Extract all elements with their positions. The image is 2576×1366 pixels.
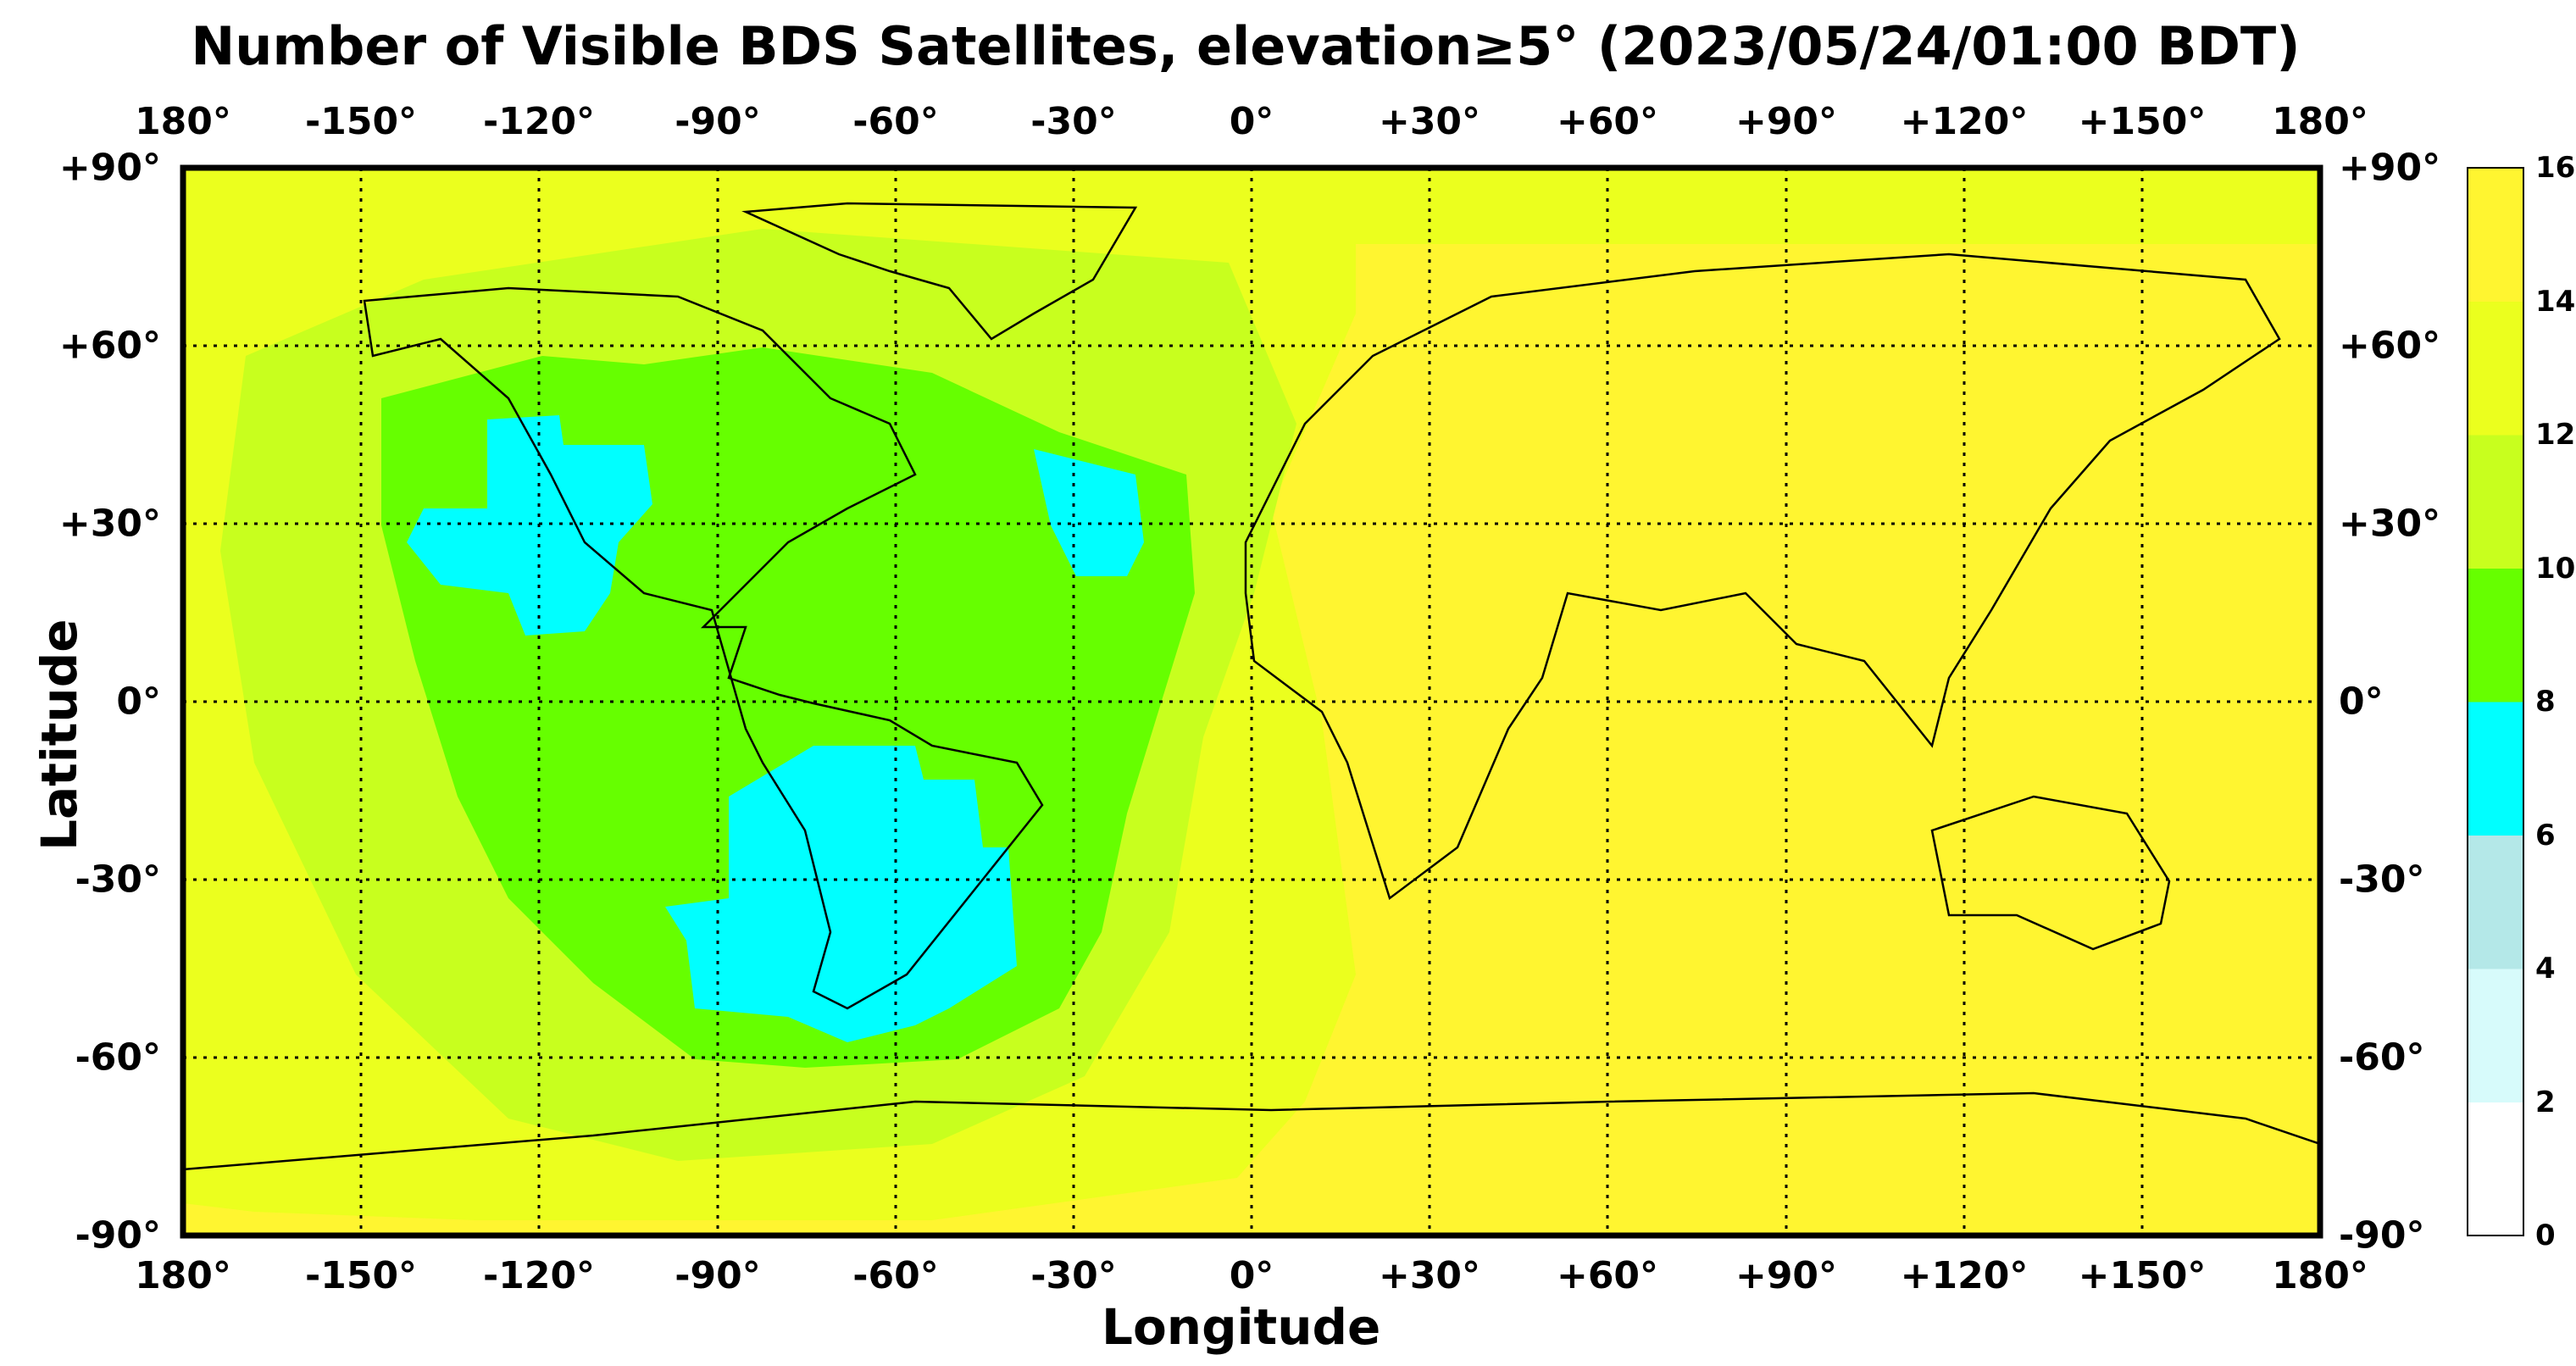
colorbar-segment — [2468, 1102, 2523, 1236]
chart-title: Number of Visible BDS Satellites, elevat… — [191, 15, 2301, 77]
lon-tick-bottom: 180° — [2272, 1254, 2368, 1297]
colorbar-tick: 6 — [2535, 819, 2556, 852]
colorbar-tick: 12 — [2535, 418, 2576, 452]
lat-tick-left: +60° — [58, 324, 161, 368]
colorbar-segment — [2468, 835, 2523, 969]
lat-tick-right: -90° — [2339, 1213, 2425, 1258]
lon-tick-top: +30° — [1378, 100, 1481, 143]
lon-tick-top: 180° — [2272, 100, 2368, 143]
colorbar-frame — [2467, 167, 2524, 1236]
colorbar-segment — [2468, 568, 2523, 702]
lat-tick-left: -30° — [75, 858, 162, 902]
colorbar-segment — [2468, 969, 2523, 1102]
lon-tick-bottom: -30° — [1030, 1254, 1117, 1297]
lon-tick-bottom: +150° — [2078, 1254, 2207, 1297]
colorbar-segment — [2468, 435, 2523, 569]
lon-tick-bottom: 180° — [135, 1254, 231, 1297]
graticule — [183, 168, 2320, 1236]
lon-tick-top: -90° — [675, 100, 761, 143]
coastline-outlines — [183, 202, 2320, 1171]
lat-tick-right: -60° — [2339, 1036, 2425, 1080]
colorbar-segment — [2468, 301, 2523, 436]
colorbar-segment — [2468, 702, 2523, 836]
x-axis-label: Longitude — [1102, 1298, 1381, 1356]
lon-tick-top: 180° — [135, 100, 231, 143]
lon-tick-top: +60° — [1556, 100, 1659, 143]
lon-tick-bottom: +30° — [1378, 1254, 1481, 1297]
region-6-8-atlantic — [1034, 449, 1144, 576]
lat-tick-right: +30° — [2339, 502, 2441, 546]
y-axis-label: Latitude — [31, 619, 88, 851]
colorbar-segment — [2468, 168, 2523, 302]
region-6-8-south-america — [665, 746, 1017, 1042]
lon-tick-top: -120° — [482, 100, 596, 143]
lat-tick-left: -60° — [75, 1036, 162, 1080]
colorbar — [2468, 168, 2523, 1236]
colorbar-tick: 16 — [2535, 151, 2576, 185]
lat-tick-right: -30° — [2339, 858, 2425, 902]
colorbar-tick: 0 — [2535, 1219, 2556, 1252]
lon-tick-top: +150° — [2078, 100, 2207, 143]
lat-tick-right: 0° — [2339, 680, 2384, 724]
lon-tick-top: -30° — [1030, 100, 1117, 143]
lon-tick-bottom: 0° — [1229, 1254, 1274, 1297]
lon-tick-top: 0° — [1229, 100, 1274, 143]
colorbar-tick: 14 — [2535, 285, 2576, 319]
lon-tick-bottom: +120° — [1900, 1254, 2029, 1297]
lat-tick-right: +60° — [2339, 324, 2441, 368]
colorbar-tick: 10 — [2535, 552, 2576, 586]
lat-tick-right: +90° — [2339, 146, 2441, 190]
lon-tick-top: +90° — [1735, 100, 1838, 143]
colorbar-tick: 2 — [2535, 1086, 2556, 1119]
lon-tick-bottom: -60° — [852, 1254, 939, 1297]
colorbar-tick: 4 — [2535, 952, 2556, 986]
lon-tick-bottom: -150° — [304, 1254, 418, 1297]
lat-tick-left: -90° — [75, 1213, 162, 1258]
lat-tick-left: +30° — [58, 502, 161, 546]
lon-tick-top: -60° — [852, 100, 939, 143]
region-6-8-north-america — [407, 415, 652, 636]
lon-tick-bottom: -120° — [482, 1254, 596, 1297]
colorbar-tick: 8 — [2535, 685, 2556, 719]
lon-tick-top: +120° — [1900, 100, 2029, 143]
lat-tick-left: +90° — [58, 146, 161, 190]
lon-tick-bottom: +60° — [1556, 1254, 1659, 1297]
lon-tick-bottom: -90° — [675, 1254, 761, 1297]
lon-tick-top: -150° — [304, 100, 418, 143]
plot-frame — [180, 164, 2323, 1239]
lon-tick-bottom: +90° — [1735, 1254, 1838, 1297]
lat-tick-left: 0° — [116, 680, 161, 724]
